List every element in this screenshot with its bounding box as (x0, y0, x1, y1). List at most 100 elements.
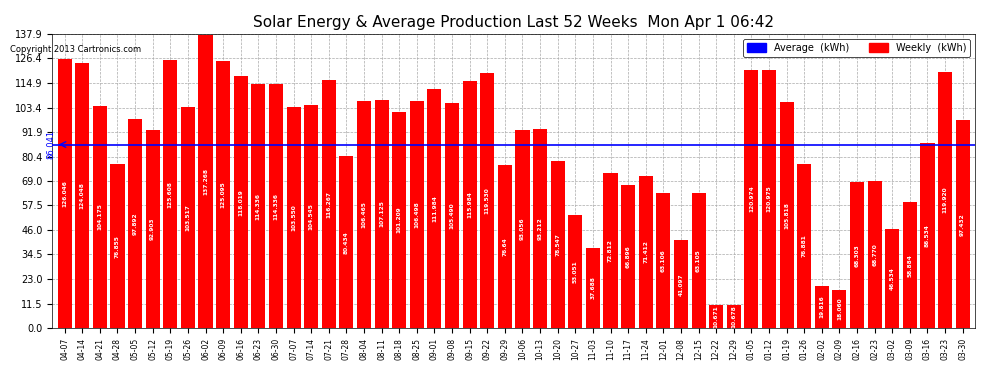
Bar (550, 160, 564, 328)
Text: 137.268: 137.268 (203, 168, 208, 195)
Bar (269, 84, 283, 328)
Text: 106.465: 106.465 (361, 201, 366, 228)
Text: 80.434: 80.434 (344, 231, 348, 254)
Text: 46.534: 46.534 (890, 267, 895, 290)
Text: 78.547: 78.547 (555, 233, 560, 256)
Bar (57, 59, 71, 328)
Text: 76.855: 76.855 (115, 235, 120, 258)
Bar (621, 185, 636, 328)
Text: 72.812: 72.812 (608, 239, 613, 262)
Text: 68.303: 68.303 (854, 244, 859, 267)
Bar (921, 144, 935, 328)
Bar (198, 35, 213, 328)
Bar (762, 70, 776, 328)
Text: 115.984: 115.984 (467, 191, 472, 218)
Bar (867, 182, 882, 328)
Bar (744, 70, 758, 328)
Text: 119.920: 119.920 (942, 187, 947, 213)
Text: 93.212: 93.212 (538, 217, 543, 240)
Bar (674, 240, 688, 328)
Bar (656, 194, 670, 328)
Bar (639, 176, 652, 328)
Text: 116.267: 116.267 (327, 190, 332, 217)
Bar (885, 229, 899, 328)
Bar (850, 182, 864, 328)
Bar (462, 81, 477, 328)
Bar (286, 107, 301, 328)
Bar (815, 286, 829, 328)
Text: 111.984: 111.984 (432, 195, 437, 222)
Text: 18.060: 18.060 (837, 297, 842, 320)
Text: 126.046: 126.046 (62, 180, 67, 207)
Text: 76.64: 76.64 (502, 237, 507, 256)
Text: 101.209: 101.209 (397, 207, 402, 233)
Text: 114.336: 114.336 (273, 193, 278, 220)
Bar (181, 107, 195, 328)
Text: 125.608: 125.608 (168, 181, 173, 207)
Text: 68.770: 68.770 (872, 243, 877, 266)
Bar (480, 73, 494, 328)
Bar (938, 72, 952, 328)
Bar (428, 89, 442, 328)
Bar (797, 164, 811, 328)
Text: 76.881: 76.881 (802, 235, 807, 258)
Text: 114.336: 114.336 (255, 193, 260, 220)
Text: 86.534: 86.534 (925, 224, 930, 247)
Bar (779, 102, 794, 328)
Bar (604, 173, 618, 328)
Bar (498, 165, 512, 328)
Text: 120.975: 120.975 (766, 186, 771, 212)
Bar (586, 248, 600, 328)
Bar (410, 101, 424, 328)
Text: 105.490: 105.490 (449, 202, 454, 229)
Text: 71.412: 71.412 (644, 240, 648, 263)
Bar (516, 130, 530, 328)
Bar (533, 129, 547, 328)
Bar (709, 305, 724, 328)
Bar (251, 84, 265, 328)
Bar (128, 119, 143, 328)
Text: 104.545: 104.545 (309, 203, 314, 230)
Bar (955, 120, 970, 328)
Bar (445, 103, 459, 328)
Text: 103.550: 103.550 (291, 204, 296, 231)
Text: 63.105: 63.105 (696, 249, 701, 272)
Text: 103.517: 103.517 (185, 204, 190, 231)
Text: 97.432: 97.432 (960, 213, 965, 236)
Bar (322, 80, 336, 328)
Bar (357, 101, 371, 328)
Legend: Average  (kWh), Weekly  (kWh): Average (kWh), Weekly (kWh) (742, 39, 970, 57)
Text: 86.041: 86.041 (47, 130, 55, 159)
Text: 118.019: 118.019 (239, 189, 244, 216)
Bar (216, 61, 231, 328)
Text: 10.678: 10.678 (732, 305, 737, 328)
Text: 37.688: 37.688 (590, 276, 595, 299)
Text: 120.974: 120.974 (748, 186, 753, 212)
Bar (234, 76, 248, 328)
Bar (146, 130, 159, 328)
Text: 10.671: 10.671 (714, 305, 719, 328)
Text: 92.903: 92.903 (150, 218, 155, 240)
Text: 66.896: 66.896 (626, 245, 631, 268)
Title: Solar Energy & Average Production Last 52 Weeks  Mon Apr 1 06:42: Solar Energy & Average Production Last 5… (253, 15, 774, 30)
Text: 124.048: 124.048 (80, 182, 85, 209)
Bar (392, 112, 406, 328)
Text: 53.051: 53.051 (573, 260, 578, 283)
Bar (304, 105, 318, 328)
Text: 93.056: 93.056 (520, 217, 525, 240)
Text: 63.106: 63.106 (661, 249, 666, 272)
Bar (727, 305, 741, 328)
Bar (568, 215, 582, 328)
Bar (75, 63, 89, 328)
Text: 106.498: 106.498 (415, 201, 420, 228)
Bar (833, 290, 846, 328)
Bar (903, 202, 917, 328)
Bar (374, 100, 389, 328)
Bar (340, 156, 353, 328)
Text: 125.095: 125.095 (221, 181, 226, 208)
Text: 107.125: 107.125 (379, 200, 384, 227)
Text: 105.818: 105.818 (784, 202, 789, 229)
Text: 97.892: 97.892 (133, 212, 138, 235)
Text: 19.816: 19.816 (820, 296, 825, 318)
Text: 119.530: 119.530 (485, 187, 490, 214)
